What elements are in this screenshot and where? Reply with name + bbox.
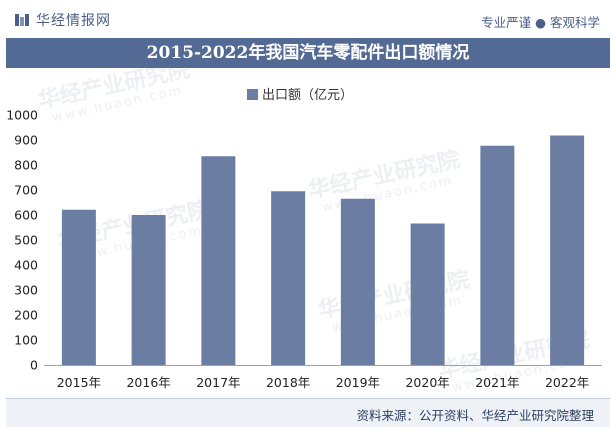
- bar-series: [61, 135, 585, 365]
- x-tick-label: 2022年: [545, 375, 589, 390]
- y-tick-label: 200: [14, 308, 38, 323]
- bar: [410, 223, 445, 365]
- x-axis: 2015年 2016年 2017年 2018年 2019年 2020年 2021年 2022年: [44, 365, 602, 390]
- y-tick-label: 400: [14, 258, 38, 273]
- brand[interactable]: 华经情报网: [14, 10, 111, 30]
- y-tick-label: 700: [14, 183, 38, 198]
- x-tick-label: 2016年: [126, 375, 170, 390]
- tagline: 专业严谨 ● 客观科学: [481, 15, 600, 30]
- bar: [271, 191, 306, 365]
- y-tick-label: 600: [14, 208, 38, 223]
- legend-swatch: [247, 89, 258, 100]
- x-tick-label: 2018年: [266, 375, 310, 390]
- source-note: 资料来源：公开资料、华经产业研究院整理: [356, 408, 594, 423]
- bar: [201, 156, 236, 365]
- header-bar: 华经情报网 专业严谨 ● 客观科学: [0, 0, 616, 38]
- bar: [61, 209, 96, 365]
- y-tick-label: 0: [30, 358, 38, 373]
- y-tick-label: 1000: [6, 108, 38, 123]
- y-tick-label: 300: [14, 283, 38, 298]
- bar: [480, 145, 515, 365]
- x-tick-label: 2020年: [405, 375, 449, 390]
- y-tick-label: 100: [14, 333, 38, 348]
- y-axis: 0 100 200 300 400 500 600 700 800 900 1000: [6, 108, 38, 373]
- chart-title: 2015-2022年我国汽车零配件出口额情况: [6, 38, 610, 68]
- legend-label: 出口额（亿元）: [262, 88, 353, 103]
- x-tick-label: 2021年: [475, 375, 519, 390]
- y-tick-label: 500: [14, 233, 38, 248]
- brand-logo-icon: [15, 14, 29, 26]
- x-tick-label: 2019年: [336, 375, 380, 390]
- x-tick-label: 2017年: [196, 375, 240, 390]
- footer: 资料来源：公开资料、华经产业研究院整理: [6, 398, 610, 427]
- legend: 出口额（亿元）: [247, 88, 353, 103]
- bar-chart: 华经产业研究院www.huaon.com华经产业研究院www.huaon.com…: [6, 68, 602, 395]
- brand-name: 华经情报网: [36, 13, 111, 29]
- bar: [550, 135, 585, 365]
- bar: [340, 198, 375, 365]
- x-tick-label: 2015年: [57, 375, 101, 390]
- y-tick-label: 800: [14, 158, 38, 173]
- y-tick-label: 900: [14, 133, 38, 148]
- bar: [131, 215, 166, 365]
